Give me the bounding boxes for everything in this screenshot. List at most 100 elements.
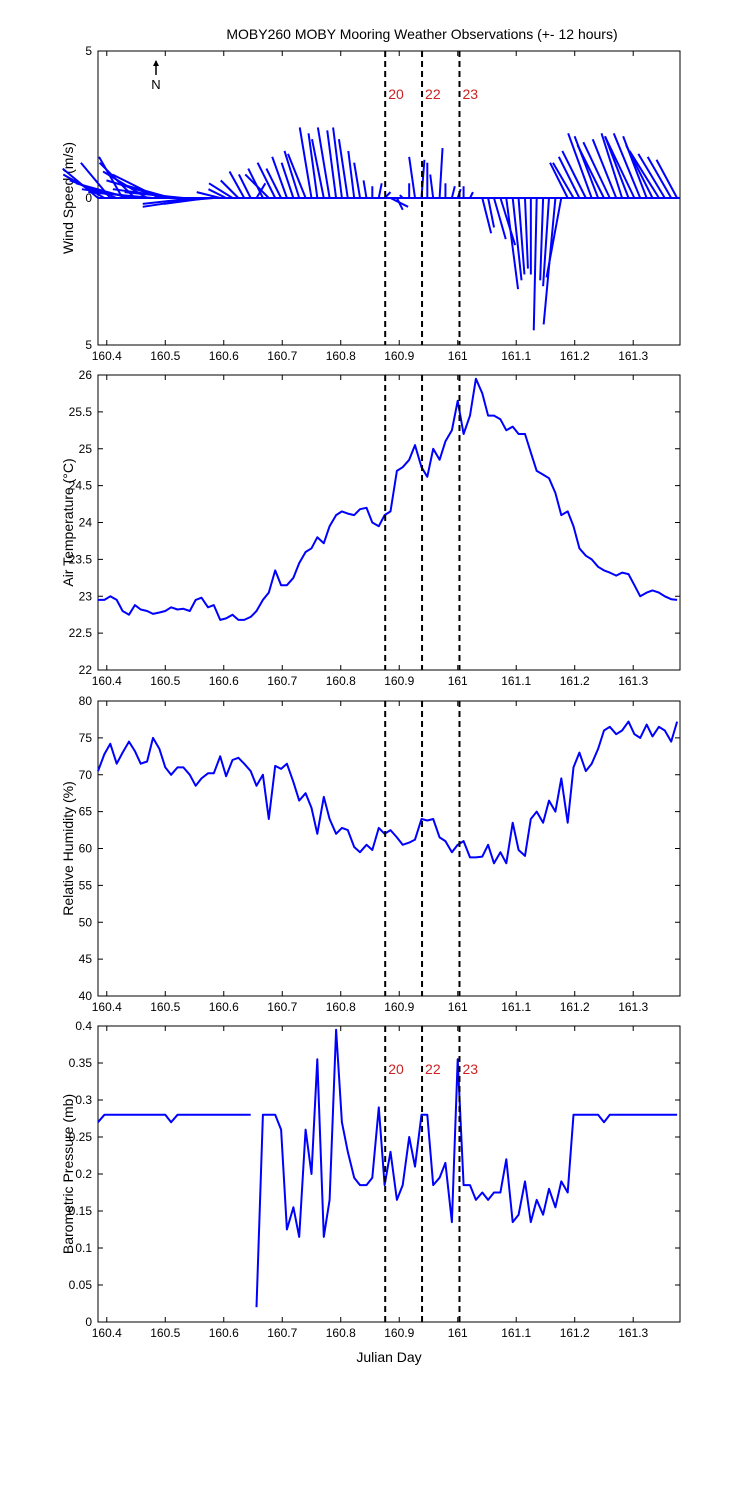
y-tick-label: 0.2 [75, 1167, 92, 1181]
y-tick-label: 24.5 [69, 479, 93, 493]
wind-vector [238, 174, 252, 199]
wind-vector [326, 130, 338, 199]
y-tick-label: 80 [79, 694, 93, 708]
time-marker-label: 23 [462, 86, 478, 102]
x-tick-label: 160.4 [92, 1326, 122, 1340]
x-tick-label: 161 [448, 1000, 468, 1014]
wind-vector [228, 171, 246, 199]
x-tick-label: 160.6 [209, 349, 239, 363]
wind-vector [499, 197, 517, 246]
y-axis-label: Air Temperature (°C) [60, 458, 76, 586]
wind-vector [576, 144, 605, 199]
time-marker-label: 23 [462, 1061, 478, 1077]
wind-vector [542, 197, 550, 287]
x-tick-label: 160.6 [209, 674, 239, 688]
x-tick-label: 160.4 [92, 349, 122, 363]
y-tick-label: 25.5 [69, 405, 93, 419]
axes-frame [97, 700, 681, 997]
data-series-line [97, 1113, 251, 1124]
wind-vector [208, 182, 234, 199]
y-axis-label: Relative Humidity (%) [60, 781, 76, 916]
wind-vector [600, 133, 624, 199]
wind-vector [208, 188, 227, 199]
wind-vector [283, 150, 301, 199]
wind-vector [256, 162, 277, 199]
wind-vector [557, 156, 581, 199]
wind-vector [511, 197, 523, 281]
wind-vector [142, 197, 196, 205]
y-tick-label: 0.15 [69, 1204, 93, 1218]
x-tick-label: 160.5 [150, 674, 180, 688]
x-tick-label: 160.4 [92, 674, 122, 688]
x-tick-label: 161.3 [618, 1326, 648, 1340]
wind-vector [298, 127, 313, 199]
wind-vector [567, 132, 593, 199]
y-tick-label: 0.3 [75, 1093, 92, 1107]
x-tick-label: 160.7 [267, 674, 297, 688]
x-tick-label: 160.7 [267, 349, 297, 363]
x-tick-label: 160.9 [384, 1000, 414, 1014]
x-tick-label: 161.1 [501, 1326, 531, 1340]
wind-vector [646, 156, 673, 199]
x-tick-label: 161.2 [560, 1326, 590, 1340]
x-tick-label: 160.8 [326, 1326, 356, 1340]
wind-vector [337, 139, 349, 199]
wind-vector [517, 197, 526, 275]
y-axis-label: Barometric Pressure (mb) [60, 1094, 76, 1254]
y-tick-label: 5 [85, 338, 92, 352]
x-tick-label: 160.8 [326, 674, 356, 688]
y-tick-label: 75 [79, 731, 93, 745]
x-tick-label: 161.2 [560, 349, 590, 363]
y-tick-label: 65 [79, 805, 93, 819]
x-tick-label: 160.8 [326, 349, 356, 363]
wind-vector [523, 197, 529, 269]
wind-vector [271, 156, 288, 199]
wind-vector [178, 197, 214, 202]
time-marker-label: 22 [425, 86, 441, 102]
y-tick-label: 25 [79, 442, 93, 456]
data-series-line [98, 377, 678, 621]
y-tick-label: 5 [85, 44, 92, 58]
wind-vector [561, 150, 587, 199]
wind-vector [98, 156, 124, 199]
wind-vector [552, 162, 575, 199]
x-tick-label: 160.5 [150, 1326, 180, 1340]
x-tick-label: 160.5 [150, 1000, 180, 1014]
y-tick-label: 0.25 [69, 1130, 93, 1144]
x-tick-label: 161.3 [618, 1000, 648, 1014]
wind-vector [265, 168, 282, 199]
wind-vector [469, 191, 474, 199]
wind-vector [377, 183, 383, 199]
axes-frame [97, 374, 681, 671]
wind-vector [582, 141, 611, 199]
wind-vector [408, 156, 417, 199]
wind-vector [481, 197, 493, 234]
wind-vector [396, 197, 404, 211]
y-tick-label: 24 [79, 516, 93, 530]
x-axis-label: Julian Day [356, 1349, 421, 1365]
data-series-line [97, 720, 679, 865]
wind-vector [604, 135, 636, 199]
y-tick-label: 0 [85, 1315, 92, 1329]
y-tick-label: 60 [79, 842, 93, 856]
wind-vector [450, 185, 456, 199]
wind-vector [287, 153, 307, 199]
x-tick-label: 160.9 [384, 674, 414, 688]
x-tick-label: 160.5 [150, 349, 180, 363]
y-tick-label: 0 [85, 191, 92, 205]
data-series-line [255, 1028, 678, 1308]
wind-vector [244, 173, 270, 199]
wind-vector [591, 138, 618, 199]
y-tick-label: 0.35 [69, 1056, 93, 1070]
x-tick-label: 160.7 [267, 1326, 297, 1340]
wind-vector [383, 191, 392, 199]
figure-title: MOBY260 MOBY Mooring Weather Observation… [226, 26, 617, 42]
wind-vector [612, 132, 642, 199]
y-tick-label: 70 [79, 768, 93, 782]
y-tick-label: 0.1 [75, 1241, 92, 1255]
wind-vector [549, 162, 569, 199]
x-tick-label: 161.2 [560, 1000, 590, 1014]
wind-vector [655, 159, 678, 199]
time-marker-label: 22 [425, 1061, 441, 1077]
